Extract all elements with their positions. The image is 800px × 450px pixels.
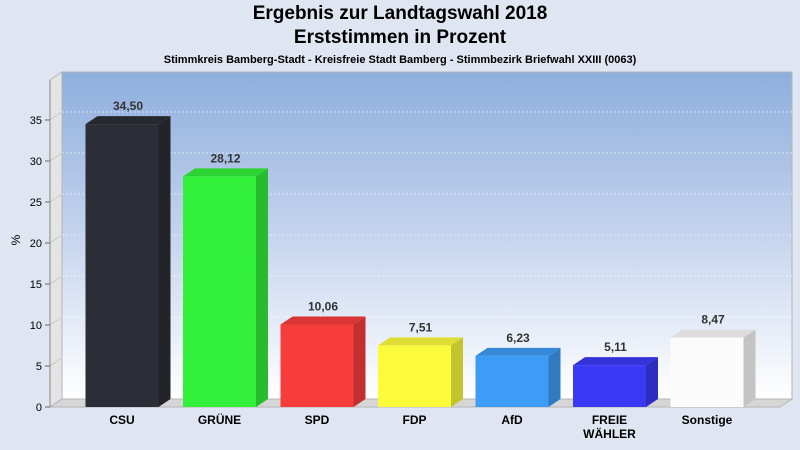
bar bbox=[670, 329, 756, 407]
bar-top bbox=[573, 357, 658, 366]
bar-value-label: 5,11 bbox=[604, 340, 627, 354]
bar-value-label: 6,23 bbox=[506, 331, 530, 345]
bar bbox=[183, 168, 268, 407]
grid-line-side bbox=[49, 357, 63, 367]
chart-subtitle: Stimmkreis Bamberg-Stadt - Kreisfreie St… bbox=[163, 54, 637, 66]
grid-line-side bbox=[49, 234, 63, 244]
bar-side bbox=[548, 347, 561, 407]
x-tick-label: CSU bbox=[109, 413, 134, 427]
bar-value-label: 34,50 bbox=[113, 99, 143, 113]
bar bbox=[280, 316, 366, 407]
x-tick-label: SPD bbox=[305, 413, 330, 427]
bar-top bbox=[670, 329, 756, 338]
grid-line-side bbox=[49, 316, 63, 326]
bar bbox=[85, 116, 171, 407]
bar-value-label: 7,51 bbox=[409, 320, 433, 334]
bar-front bbox=[573, 365, 646, 407]
bar-side bbox=[353, 316, 366, 407]
bar-top bbox=[85, 116, 171, 125]
grid-line-side bbox=[49, 275, 63, 285]
bar-top bbox=[378, 337, 463, 346]
y-tick-label: 20 bbox=[30, 238, 42, 250]
x-tick-label: Sonstige bbox=[682, 413, 733, 427]
x-tick-label: WÄHLER bbox=[583, 426, 636, 441]
bar-side bbox=[451, 337, 463, 407]
bar-top bbox=[183, 168, 268, 177]
bar-top bbox=[280, 316, 366, 325]
grid-line-side bbox=[49, 193, 63, 203]
y-tick-label: 35 bbox=[30, 115, 42, 127]
x-tick-label: FDP bbox=[403, 413, 427, 427]
bar-top bbox=[475, 347, 561, 356]
bar-side bbox=[256, 168, 268, 407]
bar-value-label: 8,47 bbox=[701, 313, 725, 327]
bar-front bbox=[670, 337, 744, 407]
x-tick-label: FREIE bbox=[592, 413, 627, 427]
bar bbox=[475, 347, 561, 407]
y-tick-label: 30 bbox=[30, 156, 42, 168]
bar-side bbox=[743, 329, 756, 407]
bar-front bbox=[183, 176, 256, 407]
bar-value-label: 28,12 bbox=[210, 151, 240, 165]
x-tick-label: GRÜNE bbox=[198, 412, 241, 427]
y-tick-label: 5 bbox=[36, 361, 42, 373]
bar bbox=[378, 337, 463, 407]
y-axis-label: % bbox=[9, 234, 23, 245]
y-tick-label: 10 bbox=[30, 320, 42, 332]
chart-title-line2: Erststimmen in Prozent bbox=[293, 27, 507, 48]
grid-line-side bbox=[49, 152, 63, 162]
bar-side bbox=[646, 357, 658, 407]
y-tick-label: 0 bbox=[36, 402, 42, 414]
bar-front bbox=[475, 355, 549, 407]
bar-front bbox=[280, 324, 354, 407]
grid-line-side bbox=[49, 111, 63, 121]
bar-front bbox=[85, 124, 159, 407]
y-tick-label: 25 bbox=[30, 197, 42, 209]
x-tick-label: AfD bbox=[501, 413, 523, 427]
bar-front bbox=[378, 345, 451, 407]
chart-title: Ergebnis zur Landtagswahl 2018 bbox=[252, 3, 548, 24]
bar-side bbox=[158, 116, 171, 407]
y-tick-label: 15 bbox=[30, 279, 42, 291]
bar bbox=[573, 357, 658, 407]
bar-value-label: 10,06 bbox=[308, 300, 338, 314]
